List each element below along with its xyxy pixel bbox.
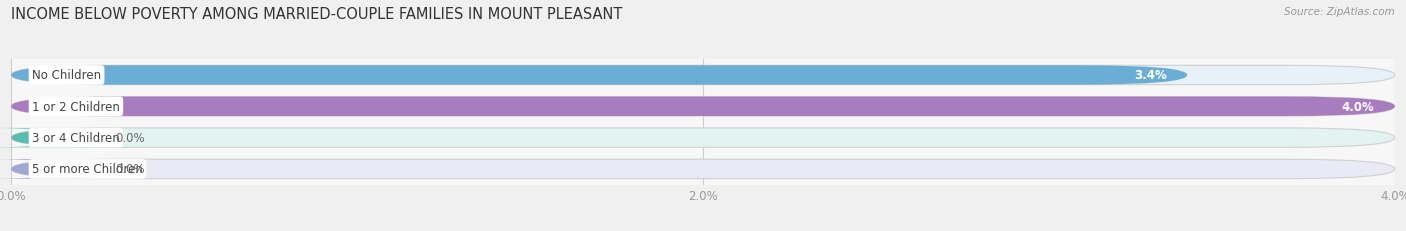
FancyBboxPatch shape — [11, 128, 1395, 148]
FancyBboxPatch shape — [11, 160, 1395, 179]
FancyBboxPatch shape — [0, 160, 118, 179]
FancyBboxPatch shape — [11, 97, 1395, 116]
Text: 0.0%: 0.0% — [115, 163, 145, 176]
Text: 3.4%: 3.4% — [1133, 69, 1167, 82]
Text: INCOME BELOW POVERTY AMONG MARRIED-COUPLE FAMILIES IN MOUNT PLEASANT: INCOME BELOW POVERTY AMONG MARRIED-COUPL… — [11, 7, 623, 22]
Text: 1 or 2 Children: 1 or 2 Children — [32, 100, 120, 113]
Text: 3 or 4 Children: 3 or 4 Children — [32, 131, 120, 145]
FancyBboxPatch shape — [11, 66, 1395, 85]
Text: No Children: No Children — [32, 69, 101, 82]
FancyBboxPatch shape — [11, 66, 1187, 85]
FancyBboxPatch shape — [11, 97, 1395, 116]
FancyBboxPatch shape — [0, 128, 118, 148]
Text: Source: ZipAtlas.com: Source: ZipAtlas.com — [1284, 7, 1395, 17]
Text: 0.0%: 0.0% — [115, 131, 145, 145]
Text: 4.0%: 4.0% — [1341, 100, 1374, 113]
Text: 5 or more Children: 5 or more Children — [32, 163, 143, 176]
